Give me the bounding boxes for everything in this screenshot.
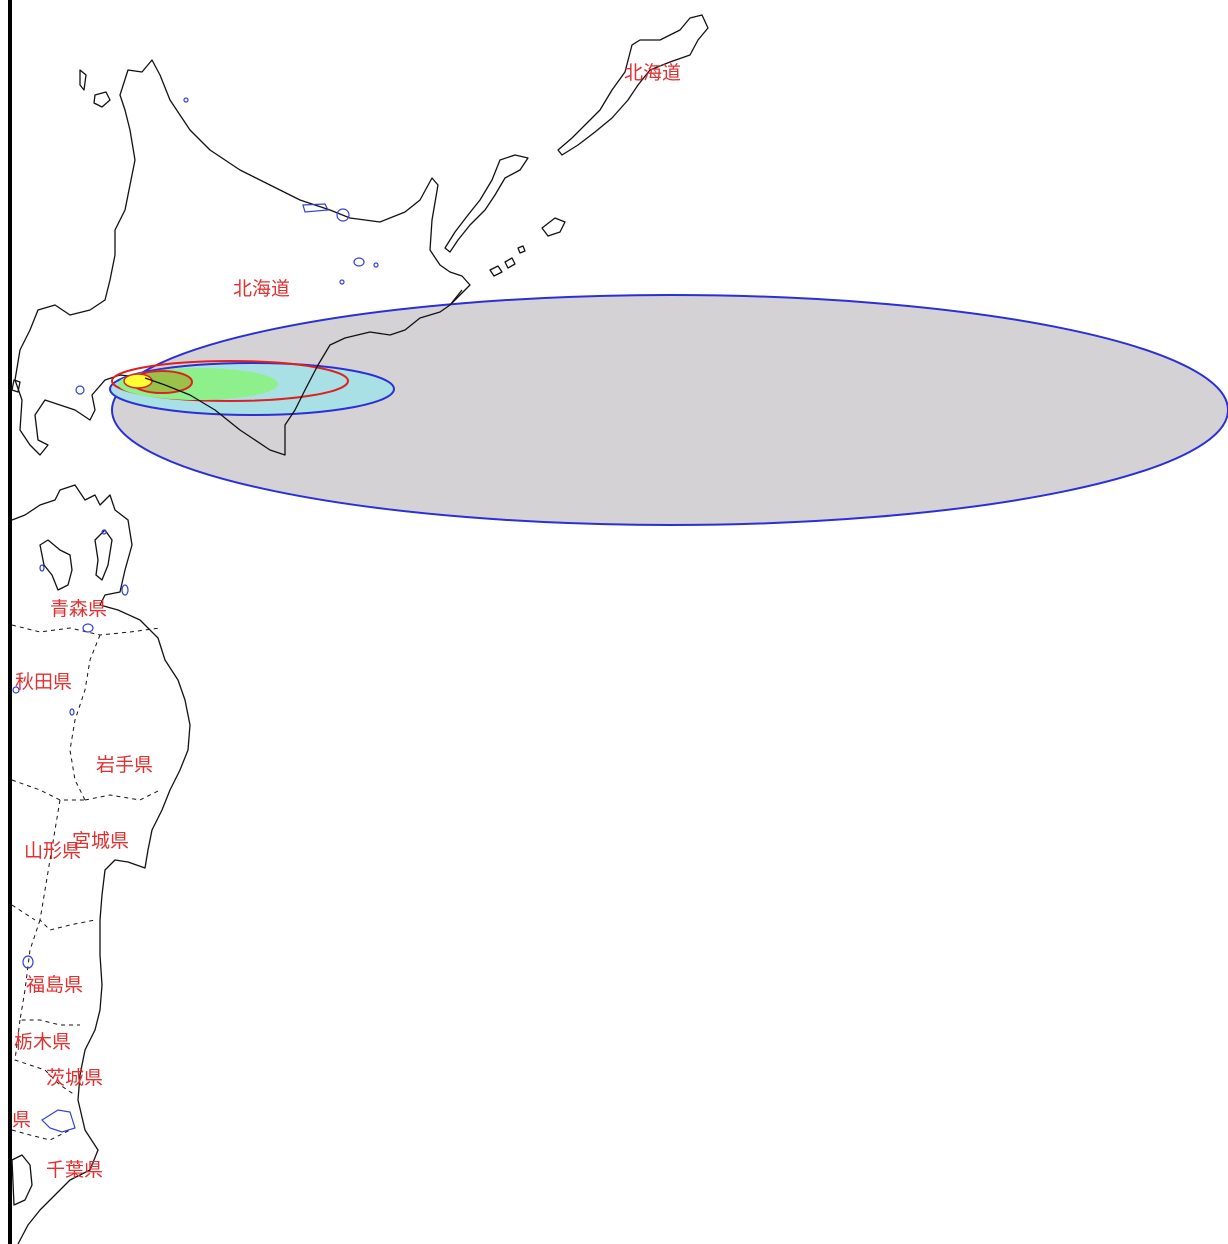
lake-8 [121,584,129,596]
ash-ellipses [109,294,1228,526]
etorofu-island [557,14,709,156]
lake-saroma [302,203,329,213]
lake-kasumigaura [41,1109,76,1133]
shimokita-peninsula [39,529,113,591]
lake-toya [75,385,85,395]
hokkaido-coastline-overlay [144,289,463,456]
lake-towada [82,623,94,633]
lake-2 [336,208,350,222]
lake-3 [353,257,365,267]
label-yamagata: 山形県 [24,840,82,862]
lake-7 [39,564,45,572]
boso-peninsula [11,1154,33,1206]
kunashiri-island [444,154,529,253]
lake-1 [183,97,189,103]
label-partial-pref: 県 [12,1109,32,1131]
okushiri-island [11,379,21,393]
habomai-islands [489,245,526,277]
lake-4 [373,262,379,268]
label-hokkaido: 北海道 [233,278,291,300]
rishiri-island [93,91,111,108]
ellipse-red-outline [111,360,349,402]
label-akita: 秋田県 [15,671,73,693]
lakes [12,97,413,1133]
lake-hachiro [12,686,20,694]
shikotan-island [541,217,566,237]
label-ibaraki: 茨城県 [46,1067,104,1089]
rebun-island [79,69,87,91]
label-miyagi: 宮城県 [72,830,130,852]
ellipse-yellow [123,373,153,389]
ellipse-outer [111,294,1228,526]
map-frame-border [8,0,12,1244]
lake-6 [101,529,107,535]
lake-inawashiro [22,955,34,969]
label-aomori: 青森県 [50,598,108,620]
label-tochigi: 栃木県 [14,1031,72,1053]
lake-tazawa [69,708,75,716]
label-fukushima: 福島県 [26,974,84,996]
label-iwate: 岩手県 [96,754,154,776]
label-chiba: 千葉県 [46,1159,104,1181]
honshu-coastline [11,484,191,1244]
lake-5 [339,279,345,285]
label-hokkaido-north: 北海道 [624,62,682,84]
